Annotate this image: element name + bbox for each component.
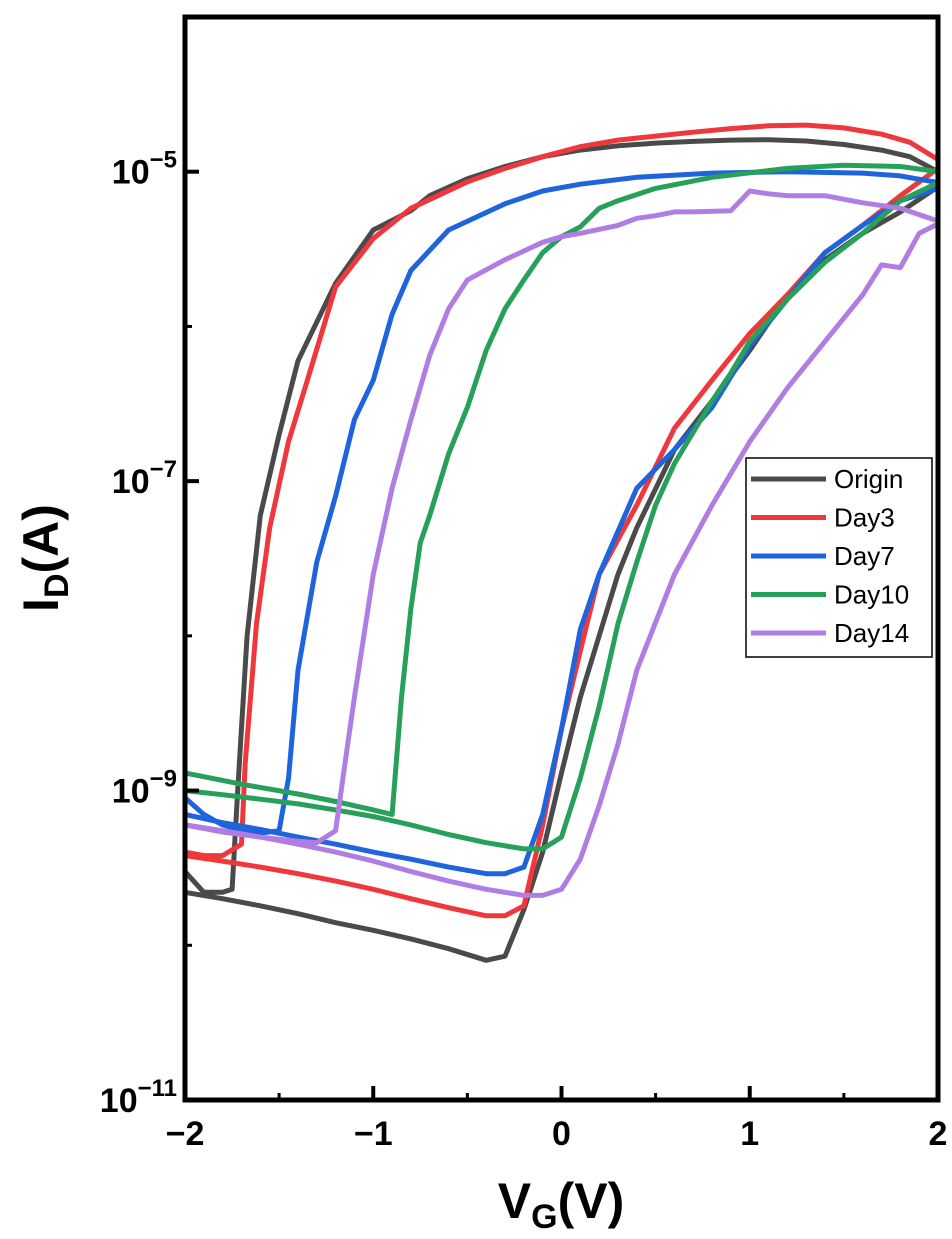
series-line-origin (185, 137, 938, 963)
x-tick-label: −2 (166, 1115, 205, 1153)
y-tick-label: 10−7 (112, 456, 177, 501)
legend-label-origin: Origin (834, 464, 903, 494)
x-axis-title: VG(V) (498, 1173, 624, 1236)
y-tick-label: 10−11 (100, 1075, 177, 1120)
legend-label-day7: Day7 (834, 541, 895, 571)
series-line-day14 (185, 188, 938, 898)
y-tick-label: 10−9 (112, 766, 177, 811)
series-layer (185, 122, 938, 963)
x-axis-title-tail: (V) (558, 1173, 625, 1229)
y-tick-label: 10−5 (112, 147, 177, 192)
series-line-day7 (185, 169, 938, 877)
y-axis-title-tail: (A) (13, 504, 69, 573)
x-tick-label: 0 (552, 1115, 571, 1153)
series-line-day10 (185, 162, 938, 852)
x-tick-label: −1 (354, 1115, 393, 1153)
x-tick-label: 1 (740, 1115, 759, 1153)
y-axis-title: ID(A) (13, 504, 76, 612)
legend-label-day3: Day3 (834, 503, 895, 533)
legend-label-day10: Day10 (834, 580, 909, 610)
x-tick-label: 2 (929, 1115, 948, 1153)
y-axis-title-sub: D (38, 573, 76, 598)
y-axis-ticks: 10−11 10−9 10−7 10−5 (100, 147, 199, 1120)
series-line-day3 (185, 122, 938, 919)
x-axis-title-sub: G (531, 1198, 557, 1236)
x-axis-title-main: V (498, 1173, 532, 1229)
y-axis-title-main: I (13, 598, 69, 612)
legend: Origin Day3 Day7 Day10 Day14 (745, 457, 933, 658)
x-axis-ticks: −2 −1 0 1 2 (166, 1086, 948, 1153)
legend-label-day14: Day14 (834, 618, 909, 648)
